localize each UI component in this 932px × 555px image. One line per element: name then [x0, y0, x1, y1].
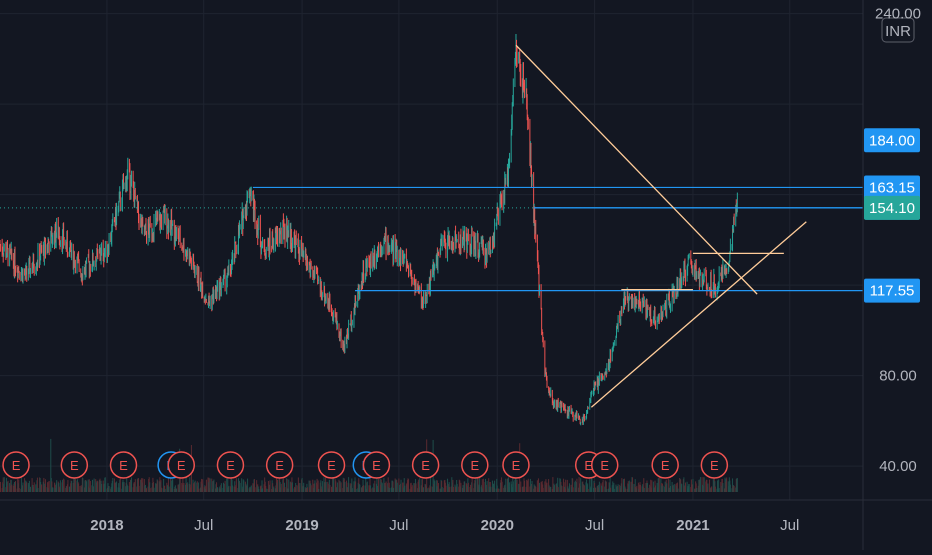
- x-tick-label: 2020: [481, 517, 514, 534]
- event-marker-label: E: [512, 458, 521, 473]
- y-tick-label: 80.00: [879, 368, 917, 385]
- event-marker-label: E: [661, 458, 670, 473]
- grid: [0, 0, 863, 500]
- candles: [0, 33, 738, 426]
- event-marker-label: E: [12, 458, 21, 473]
- event-marker-label: E: [470, 458, 479, 473]
- x-tick-label: Jul: [389, 517, 408, 534]
- y-tick-label: 40.00: [879, 458, 917, 475]
- x-tick-label: 2021: [676, 517, 709, 534]
- earnings-marker: [167, 451, 196, 479]
- event-marker-label: E: [119, 458, 128, 473]
- event-marker-label: E: [584, 458, 593, 473]
- ascending-trendline: [590, 221, 807, 408]
- event-marker-label: E: [327, 458, 336, 473]
- last-price-label: 154.10: [869, 200, 915, 217]
- level-label: 184.00: [869, 132, 915, 149]
- event-marker-label: E: [226, 458, 235, 473]
- last-price-label-bg: [864, 195, 920, 220]
- x-tick-label: 2018: [90, 517, 123, 534]
- event-marker-label: E: [600, 458, 609, 473]
- event-marker-label: E: [275, 458, 284, 473]
- earnings-marker: [362, 451, 391, 479]
- event-marker-label: E: [372, 458, 381, 473]
- event-marker-label: E: [421, 458, 430, 473]
- volume-bars: [0, 438, 738, 492]
- earnings-marker: [461, 451, 489, 479]
- level-label-bg: [864, 278, 920, 303]
- x-tick-label: Jul: [194, 517, 213, 534]
- earnings-marker: [651, 451, 679, 479]
- event-markers: EEEDEEEEDEEEEEEEE: [2, 451, 729, 479]
- earnings-marker: [590, 451, 619, 479]
- event-marker-label: E: [70, 458, 79, 473]
- y-tick-label: 240.00: [875, 6, 921, 23]
- earnings-marker: [502, 451, 530, 479]
- currency-badge[interactable]: INR: [881, 17, 915, 43]
- x-tick-label: Jul: [780, 517, 799, 534]
- currency-label: INR: [885, 23, 911, 40]
- trendlines: [515, 44, 807, 408]
- x-tick-label: 2019: [285, 517, 318, 534]
- earnings-marker: [265, 451, 294, 479]
- x-tick-label: Jul: [585, 517, 604, 534]
- earnings-marker: [411, 451, 440, 479]
- event-marker-label: E: [710, 458, 719, 473]
- event-marker-label: E: [177, 458, 186, 473]
- earnings-marker: [60, 451, 89, 479]
- earnings-marker: [317, 451, 346, 479]
- level-label: 163.15: [869, 179, 915, 196]
- earnings-marker: [109, 451, 138, 479]
- earnings-marker: [2, 451, 30, 479]
- level-label: 117.55: [870, 283, 915, 300]
- level-label-bg: [864, 128, 920, 153]
- earnings-marker: [216, 451, 245, 479]
- earnings-marker: [700, 451, 729, 479]
- descending-trendline: [515, 44, 758, 295]
- level-label-bg: [864, 175, 920, 200]
